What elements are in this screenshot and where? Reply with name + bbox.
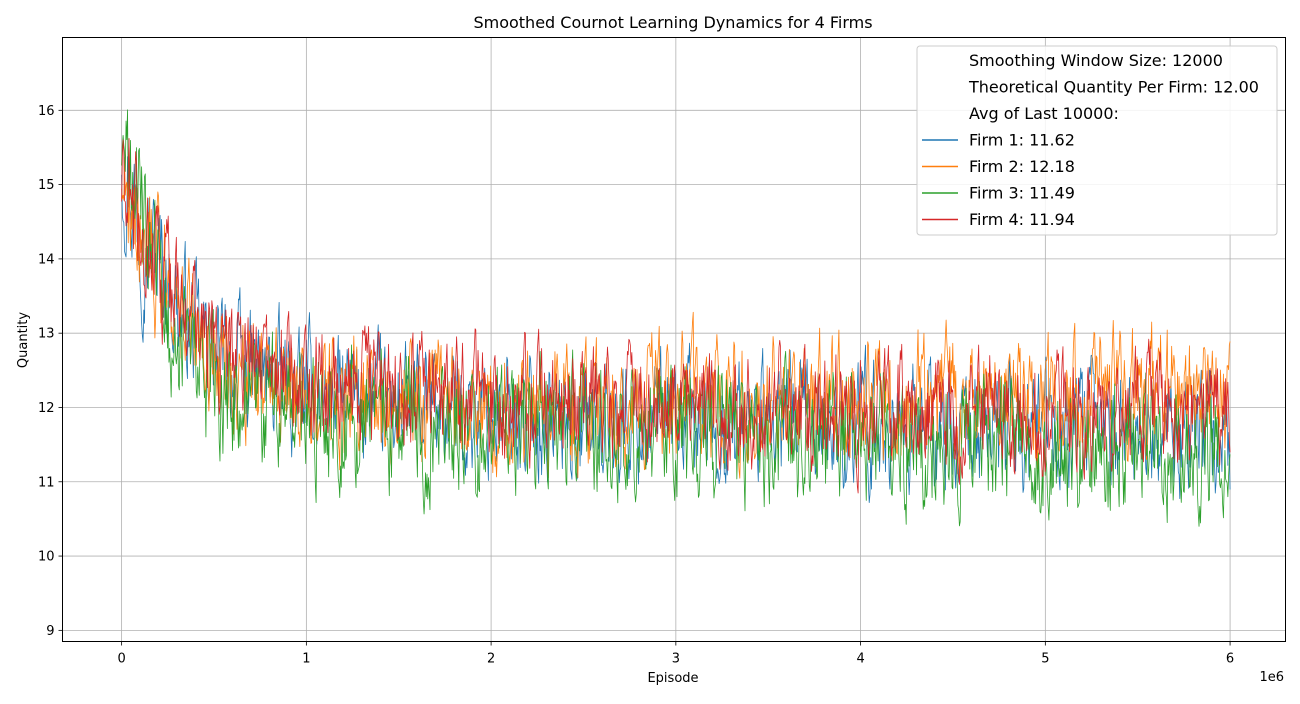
x-axis-label: Episode: [647, 671, 698, 686]
y-tick-label: 10: [38, 550, 55, 565]
x-tick-label: 1: [302, 652, 310, 667]
legend-text-line: Theoretical Quantity Per Firm: 12.00: [968, 78, 1259, 97]
y-axis-label: Quantity: [16, 312, 31, 368]
legend-entries: Firm 1: 11.62 Firm 2: 12.18 Firm 3: 11.49 F…: [922, 131, 1075, 229]
plot-frame: [62, 37, 1286, 642]
legend-text-line: Smoothing Window Size: 12000: [969, 51, 1223, 70]
y-tick-label: 9: [46, 624, 54, 639]
x-tick-label: 4: [856, 652, 864, 667]
y-tick-label: 16: [38, 104, 55, 119]
x-offset-label: 1e6: [1259, 670, 1284, 685]
legend-label-firm-4: Firm 4: 11.94: [969, 210, 1075, 229]
y-tick-label: 15: [38, 178, 55, 193]
series-line-firm-4: [121, 138, 1231, 494]
series-layer: [121, 109, 1231, 527]
x-tick-label: 6: [1226, 652, 1234, 667]
y-tick-label: 13: [38, 327, 55, 342]
legend-text-line: Avg of Last 10000:: [969, 104, 1119, 123]
chart-title: Smoothed Cournot Learning Dynamics for 4…: [473, 13, 872, 32]
legend-label-firm-3: Firm 3: 11.49: [969, 184, 1075, 203]
series-line-firm-2: [121, 157, 1231, 479]
y-tick-label: 12: [38, 401, 55, 416]
legend-label-firm-2: Firm 2: 12.18: [969, 157, 1075, 176]
legend-label-firm-1: Firm 1: 11.62: [969, 131, 1075, 150]
y-tick-label: 14: [38, 252, 55, 267]
legend: Smoothing Window Size: 12000 Theoretical …: [916, 45, 1278, 236]
y-ticks: 9 10 11 12 13 14 15 16: [38, 104, 63, 639]
x-tick-label: 0: [117, 652, 125, 667]
series-line-firm-3: [121, 109, 1231, 527]
y-tick-label: 11: [38, 475, 55, 490]
x-ticks: 0 1 2 3 4 5 6: [117, 641, 1234, 667]
legend-box: [916, 45, 1278, 236]
x-tick-label: 5: [1041, 652, 1049, 667]
x-tick-label: 2: [487, 652, 495, 667]
legend-text-lines: Smoothing Window Size: 12000 Theoretical …: [968, 51, 1259, 123]
x-tick-label: 3: [672, 652, 680, 667]
